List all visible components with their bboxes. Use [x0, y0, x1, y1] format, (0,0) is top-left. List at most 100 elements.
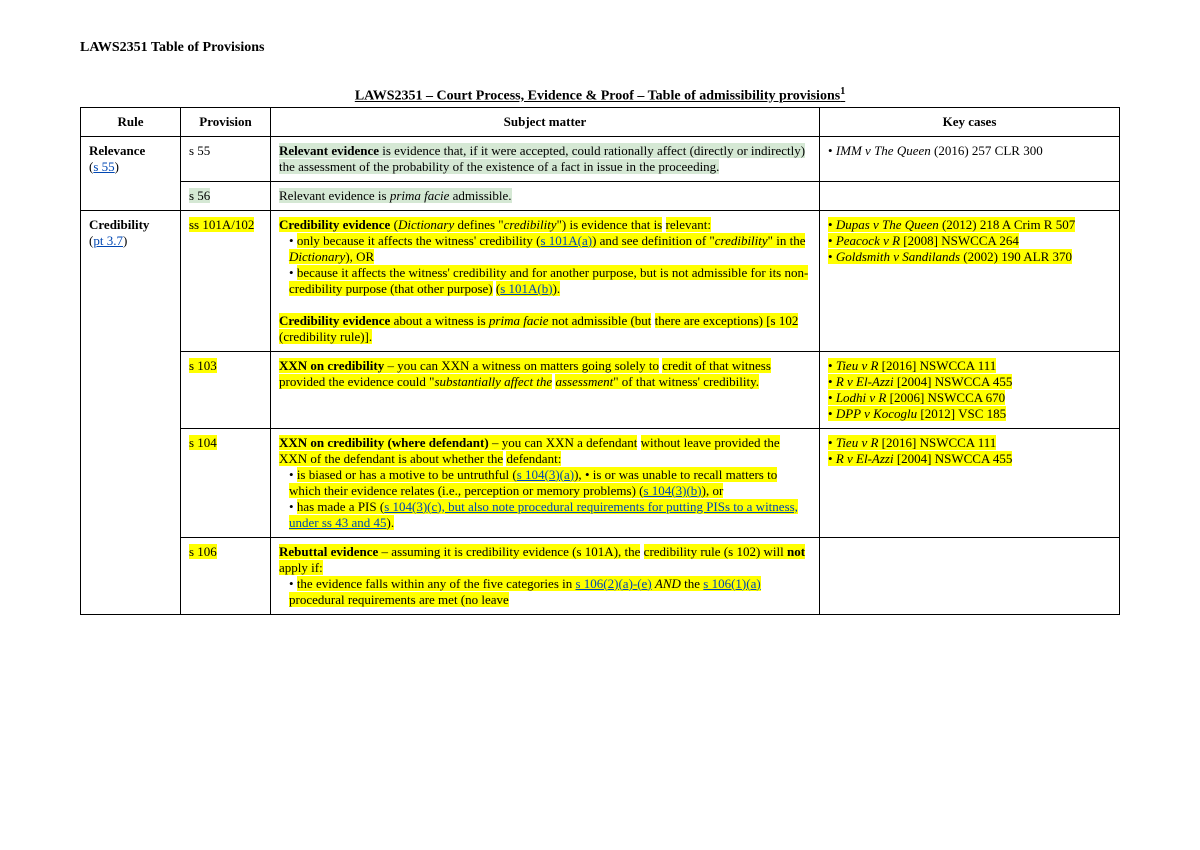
table-row: s 104 XXN on credibility (where defendan…: [81, 428, 1120, 537]
case-name: IMM v The Queen: [836, 143, 931, 158]
case-item: DPP v Kocoglu [2012] VSC 185: [828, 406, 1006, 421]
table-header-row: Rule Provision Subject matter Key cases: [81, 107, 1120, 136]
table-title-text: LAWS2351 – Court Process, Evidence & Pro…: [355, 89, 840, 104]
text: is evidence that, if it were accepted, c…: [379, 143, 657, 158]
table-row: Credibility (pt 3.7) ss 101A/102 Credibi…: [81, 210, 1120, 351]
text: ) and see definition of ": [592, 233, 715, 248]
hl-text: Credibility evidence about a witness is …: [279, 313, 651, 328]
provision-cell: s 104: [181, 428, 271, 537]
page-header: LAWS2351 Table of Provisions: [80, 40, 1120, 56]
italic-text: substantially affect the: [434, 374, 552, 389]
bold-text: Relevant evidence: [279, 143, 379, 158]
text: is biased or has a motive to be untruthf…: [297, 467, 517, 482]
text: ), OR: [345, 249, 374, 264]
case-item: R v El-Azzi [2004] NSWCCA 455: [828, 451, 1012, 466]
hl-text: s 104: [189, 435, 217, 450]
case-item: Dupas v The Queen (2012) 218 A Crim R 50…: [828, 217, 1075, 232]
bold-text: Credibility evidence: [279, 217, 390, 232]
text: – you can XXN a defendant: [489, 435, 638, 450]
bold-text: XXN on credibility: [279, 358, 384, 373]
case-cite: [2012] VSC 185: [917, 406, 1006, 421]
case-name: Lodhi v R: [836, 390, 887, 405]
link-text[interactable]: s 106(2)(a)-(e): [576, 576, 652, 591]
rule-label: Relevance: [89, 143, 145, 158]
hl-text: relevant:: [666, 217, 711, 232]
rule-link-pt37[interactable]: pt 3.7: [93, 233, 123, 248]
case-item: Goldsmith v Sandilands (2002) 190 ALR 37…: [828, 249, 1072, 264]
hl-text: s 106: [189, 544, 217, 559]
hl-text: existence of a fact in issue in the proc…: [486, 159, 720, 174]
table-title-footnote: 1: [840, 86, 845, 97]
text: ).: [553, 281, 561, 296]
case-cite: [2004] NSWCCA 455: [894, 451, 1013, 466]
bullet-item: only because it affects the witness' cre…: [279, 233, 811, 265]
bold-text: Rebuttal evidence: [279, 544, 378, 559]
text: Relevant evidence is: [279, 188, 390, 203]
rule-cell-credibility: Credibility (pt 3.7): [81, 210, 181, 614]
keycases-cell: Tieu v R [2016] NSWCCA 111 R v El-Azzi […: [820, 351, 1120, 428]
keycases-cell: [820, 537, 1120, 614]
bullet-item: is biased or has a motive to be untruthf…: [279, 467, 811, 499]
italic-text: credibility: [715, 233, 768, 248]
hl-text: ss 101A/102: [189, 217, 254, 232]
text: " in the: [768, 233, 806, 248]
hl-text: XXN on credibility – you can XXN a witne…: [279, 358, 659, 373]
text: the: [681, 576, 703, 591]
subject-cell: Relevant evidence is evidence that, if i…: [271, 136, 820, 181]
case-cite: [2016] NSWCCA 111: [878, 358, 996, 373]
hl-text: has made a PIS (s 104(3)(c), but also no…: [289, 499, 798, 530]
hl-text: s 103: [189, 358, 217, 373]
italic-text: Dictionary: [289, 249, 345, 264]
table-title: LAWS2351 – Court Process, Evidence & Pro…: [80, 86, 1120, 105]
case-cite: (2002) 190 ALR 370: [960, 249, 1072, 264]
italic-text: credibility: [504, 217, 557, 232]
case-name: R v El-Azzi: [836, 451, 894, 466]
case-item: Tieu v R [2016] NSWCCA 111: [828, 358, 996, 373]
case-item: IMM v The Queen (2016) 257 CLR 300: [828, 143, 1043, 158]
subject-cell: XXN on credibility (where defendant) – y…: [271, 428, 820, 537]
link-text[interactable]: s 101A(b): [500, 281, 552, 296]
text: credibility rule (s 102) will: [644, 544, 787, 559]
case-cite: [2016] NSWCCA 111: [878, 435, 996, 450]
subject-cell: XXN on credibility – you can XXN a witne…: [271, 351, 820, 428]
hl-text: the evidence falls within any of the fiv…: [289, 576, 761, 607]
italic-text: Dictionary: [398, 217, 454, 232]
link-text[interactable]: s 104(3)(b): [643, 483, 701, 498]
provision-cell: ss 101A/102: [181, 210, 271, 351]
bold-text: Credibility evidence: [279, 313, 390, 328]
hl-text: XXN on credibility (where defendant) – y…: [279, 435, 637, 450]
text: has made a PIS (: [297, 499, 384, 514]
link-text[interactable]: s 106(1)(a): [703, 576, 760, 591]
case-item: Peacock v R [2008] NSWCCA 264: [828, 233, 1019, 248]
col-keycases: Key cases: [820, 107, 1120, 136]
col-rule: Rule: [81, 107, 181, 136]
table-row: s 106 Rebuttal evidence – assuming it is…: [81, 537, 1120, 614]
text: admissible.: [449, 188, 511, 203]
provision-cell: s 56: [181, 181, 271, 210]
text: about a witness is: [390, 313, 489, 328]
subject-cell: Rebuttal evidence – assuming it is credi…: [271, 537, 820, 614]
link-text[interactable]: s 101A(a): [540, 233, 592, 248]
bold-text: XXN on credibility (where defendant): [279, 435, 489, 450]
text: only because it affects the witness' cre…: [297, 233, 541, 248]
hl-text: Rebuttal evidence – assuming it is credi…: [279, 544, 640, 559]
hl-text: (s 101A(b)).: [496, 281, 560, 296]
text: – assuming it is credibility evidence (s…: [378, 544, 640, 559]
text: not admissible (but: [549, 313, 652, 328]
rule-link-s55[interactable]: s 55: [93, 159, 114, 174]
case-cite: (2012) 218 A Crim R 507: [939, 217, 1076, 232]
link-text[interactable]: s 104(3)(a): [517, 467, 574, 482]
text: procedural requirements are met (no leav…: [289, 592, 509, 607]
hl-text: Credibility evidence (Dictionary defines…: [279, 217, 662, 232]
text: " of that witness' credibility.: [613, 374, 759, 389]
text: ),: [574, 467, 585, 482]
provision-cell: s 103: [181, 351, 271, 428]
case-name: R v El-Azzi: [836, 374, 894, 389]
case-cite: [2006] NSWCCA 670: [886, 390, 1005, 405]
table-row: Relevance (s 55) s 55 Relevant evidence …: [81, 136, 1120, 181]
text: (: [390, 217, 398, 232]
text: ).: [387, 515, 395, 530]
italic-text: AND: [655, 576, 681, 591]
text: ") is evidence that is: [557, 217, 663, 232]
case-name: DPP v Kocoglu: [836, 406, 917, 421]
